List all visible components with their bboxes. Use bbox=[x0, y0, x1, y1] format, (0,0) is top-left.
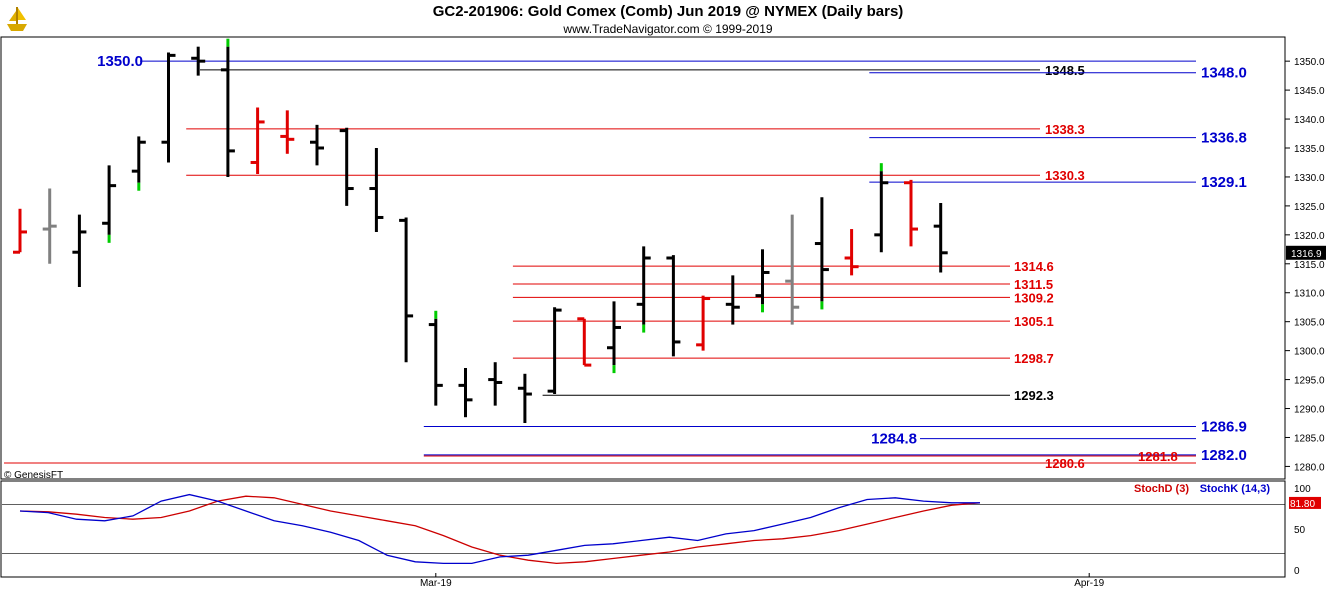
level-label: 1338.3 bbox=[1045, 122, 1085, 137]
level-label: 1348.5 bbox=[1045, 63, 1085, 78]
price-tick-label: 1340.0 bbox=[1294, 115, 1325, 126]
ohlc-bar bbox=[785, 214, 800, 325]
ohlc-bar bbox=[131, 136, 146, 191]
chart-title: GC2-201906: Gold Comex (Comb) Jun 2019 @… bbox=[432, 3, 904, 20]
stochk-legend: StochK (14,3) bbox=[1200, 483, 1271, 495]
price-tick-label: 1345.0 bbox=[1294, 86, 1325, 97]
level-label: 1292.3 bbox=[1014, 388, 1054, 403]
stoch-series-line bbox=[19, 493, 980, 565]
price-tick-label: 1290.0 bbox=[1294, 405, 1325, 416]
chart-subtitle: www.TradeNavigator.com © 1999-2019 bbox=[563, 22, 773, 36]
ohlc-bar bbox=[339, 127, 354, 206]
ohlc-bar bbox=[933, 203, 948, 273]
ohlc-bar bbox=[607, 301, 621, 374]
level-label: 1329.1 bbox=[1201, 174, 1247, 191]
stoch-tick-label: 0 bbox=[1294, 566, 1300, 577]
genesis-copyright: © GenesisFT bbox=[4, 470, 63, 481]
price-tick-label: 1295.0 bbox=[1294, 376, 1325, 387]
stoch-series-line bbox=[19, 495, 981, 565]
price-tick-label: 1280.0 bbox=[1294, 462, 1325, 473]
stoch-tick-label: 100 bbox=[1294, 484, 1311, 495]
price-tick-label: 1335.0 bbox=[1294, 144, 1325, 155]
stochd-legend: StochD (3) bbox=[1134, 483, 1189, 495]
price-tick-label: 1310.0 bbox=[1294, 289, 1325, 300]
level-label: 1330.3 bbox=[1045, 168, 1085, 183]
ohlc-bar bbox=[458, 368, 473, 418]
date-tick-label: Mar-19 bbox=[420, 578, 452, 589]
stoch-tick-label: 50 bbox=[1294, 525, 1306, 536]
ohlc-bar bbox=[725, 275, 740, 325]
ohlc-bar bbox=[102, 165, 117, 243]
ohlc-bar bbox=[547, 307, 562, 395]
price-tick-label: 1315.0 bbox=[1294, 260, 1325, 271]
level-label: 1281.8 bbox=[1138, 449, 1178, 464]
level-label: 1284.8 bbox=[871, 431, 917, 448]
stoch-value-label: 81.80 bbox=[1290, 499, 1315, 510]
stoch-panel-frame bbox=[0, 480, 1286, 578]
price-tick-label: 1305.0 bbox=[1294, 318, 1325, 329]
ohlc-bar bbox=[636, 246, 651, 333]
price-axis: 1280.0 1285.0 1290.0 1295.0 1300.0 1305.0 1310… bbox=[1285, 57, 1326, 473]
support-resistance-levels: 1350.0 1348.5 1348.0 1338.3 1336.8 1330.3 1329… bbox=[4, 53, 1247, 471]
ohlc-bar bbox=[874, 163, 889, 253]
stochastic-panel: 0 50 100 81.80 bbox=[2, 484, 1321, 577]
ohlc-bar bbox=[369, 148, 384, 232]
ohlc-bar bbox=[844, 229, 859, 276]
stoch-value-box bbox=[1289, 496, 1321, 509]
ohlc-bars bbox=[13, 38, 948, 423]
ohlc-bar bbox=[904, 179, 918, 247]
level-label: 1282.0 bbox=[1201, 447, 1247, 464]
ohlc-bar bbox=[220, 38, 235, 177]
ohlc-bar bbox=[250, 107, 265, 175]
ohlc-bar bbox=[577, 317, 592, 367]
price-tick-label: 1320.0 bbox=[1294, 231, 1325, 242]
level-label: 1280.6 bbox=[1045, 456, 1085, 471]
level-label: 1348.0 bbox=[1201, 65, 1247, 82]
chart-header: GC2-201906: Gold Comex (Comb) Jun 2019 @… bbox=[0, 0, 1336, 38]
ohlc-bar bbox=[161, 52, 176, 163]
price-tick-label: 1350.0 bbox=[1294, 57, 1325, 68]
ohlc-bar bbox=[696, 295, 711, 351]
date-axis: Mar-19 Apr-19 bbox=[420, 573, 1105, 589]
level-label: 1314.6 bbox=[1014, 259, 1054, 274]
ohlc-bar bbox=[399, 217, 414, 363]
level-label: 1298.7 bbox=[1014, 351, 1054, 366]
price-tick-label: 1325.0 bbox=[1294, 202, 1325, 213]
price-tick-label: 1300.0 bbox=[1294, 347, 1325, 358]
ohlc-bar bbox=[517, 373, 532, 423]
date-tick-label: Apr-19 bbox=[1074, 578, 1104, 589]
last-price-box bbox=[1286, 245, 1326, 260]
ohlc-bar bbox=[814, 197, 829, 310]
ohlc-bar bbox=[42, 188, 57, 264]
level-label: 1350.0 bbox=[97, 53, 143, 70]
level-label: 1311.5 bbox=[1014, 277, 1053, 292]
ohlc-bar bbox=[310, 124, 324, 166]
ohlc-bar bbox=[72, 214, 87, 287]
ohlc-bar bbox=[280, 110, 295, 154]
level-label: 1286.9 bbox=[1201, 418, 1247, 435]
ohlc-bar bbox=[488, 362, 503, 406]
level-label: 1336.8 bbox=[1201, 130, 1247, 147]
ohlc-bar bbox=[191, 46, 206, 76]
ohlc-bar bbox=[755, 249, 770, 313]
level-label: 1309.2 bbox=[1014, 290, 1054, 305]
ohlc-bar bbox=[13, 208, 27, 254]
last-price-label: 1316.9 bbox=[1291, 249, 1322, 260]
ohlc-bar bbox=[428, 310, 443, 406]
level-label: 1305.1 bbox=[1014, 314, 1054, 329]
ohlc-bar bbox=[666, 255, 681, 357]
ship-logo-icon bbox=[4, 4, 30, 39]
price-tick-label: 1330.0 bbox=[1294, 173, 1325, 184]
price-panel-frame bbox=[0, 36, 1286, 480]
price-tick-label: 1285.0 bbox=[1294, 433, 1325, 444]
